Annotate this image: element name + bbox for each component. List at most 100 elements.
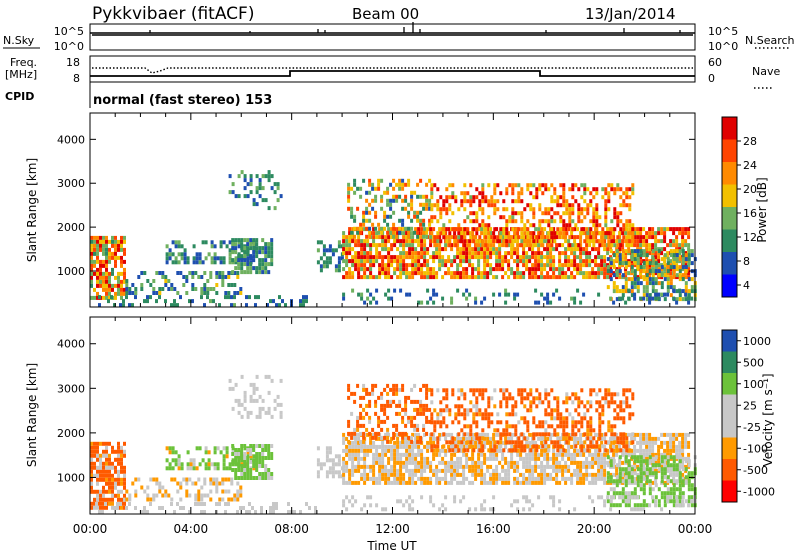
power-heatmap-cell (215, 271, 219, 275)
power-heatmap-cell (561, 267, 565, 272)
velocity-heatmap-cell (191, 481, 195, 486)
power-heatmap-cell (456, 247, 460, 252)
power-heatmap-cell (393, 255, 397, 260)
velocity-heatmap-cell (368, 399, 372, 404)
velocity-heatmap-cell (357, 468, 361, 473)
power-heatmap-cell (639, 243, 643, 248)
power-heatmap-cell (481, 243, 485, 248)
power-heatmap-cell (532, 211, 536, 216)
velocity-heatmap-cell (517, 420, 521, 425)
velocity-heatmap-cell (642, 432, 646, 437)
power-heatmap-cell (210, 256, 214, 261)
velocity-heatmap-cell (260, 506, 263, 510)
power-heatmap-cell (93, 247, 96, 252)
power-heatmap-cell (480, 231, 484, 236)
velocity-heatmap-cell (675, 452, 679, 457)
velocity-heatmap-cell (171, 466, 175, 471)
power-heatmap-cell (123, 235, 126, 240)
power-heatmap-cell (505, 187, 509, 192)
velocity-heatmap-cell (532, 396, 536, 401)
power-heatmap-cell (574, 199, 578, 204)
power-heatmap-cell (513, 271, 517, 276)
power-heatmap-cell (398, 218, 402, 223)
power-heatmap-cell (453, 271, 457, 276)
velocity-heatmap-cell (475, 408, 479, 413)
nsky-spikes (149, 22, 681, 33)
power-heatmap-cell (261, 262, 265, 267)
velocity-heatmap-cell (215, 477, 219, 482)
power-heatmap-cell (429, 255, 433, 260)
power-heatmap-cell (96, 291, 99, 296)
velocity-heatmap-cell (384, 468, 388, 473)
velocity-heatmap-cell (499, 436, 503, 441)
power-heatmap-cell (372, 259, 376, 264)
power-heatmap-cell (618, 275, 622, 280)
velocity-heatmap-cell (471, 444, 475, 449)
velocity-heatmap-cell (603, 468, 607, 473)
velocity-heatmap-cell (519, 472, 523, 477)
power-heatmap-cell (375, 275, 379, 280)
power-heatmap-cell (420, 235, 424, 240)
velocity-heatmap-cell (101, 510, 104, 514)
power-heatmap-cell (666, 289, 670, 294)
power-heatmap-cell (447, 255, 451, 260)
power-heatmap-cell (489, 267, 493, 272)
power-heatmap-cell (345, 235, 349, 240)
velocity-heatmap-cell (345, 452, 349, 457)
velocity-heatmap-cell (102, 497, 105, 502)
power-heatmap-cell (331, 248, 335, 253)
velocity-heatmap-cell (576, 472, 580, 477)
power-heatmap-cell (586, 235, 590, 240)
velocity-heatmap-cell (170, 502, 173, 506)
power-heatmap-cell (580, 195, 584, 200)
power-heatmap-cell (486, 263, 490, 268)
power-heatmap-cell (477, 227, 481, 232)
power-heatmap-cell (191, 299, 194, 304)
velocity-heatmap-cell (672, 436, 676, 441)
power-heatmap-cell (363, 300, 367, 305)
power-heatmap-cell (170, 303, 173, 308)
velocity-heatmap-cell (99, 473, 102, 478)
power-heatmap-cell (348, 243, 352, 248)
power-heatmap-cell (267, 250, 271, 255)
velocity-heatmap-cell (534, 480, 538, 485)
velocity-heatmap-cell (342, 460, 346, 465)
velocity-heatmap-cell (633, 468, 637, 473)
velocity-heatmap-cell (396, 440, 400, 445)
velocity-heatmap-cell (675, 472, 679, 477)
power-heatmap-cell (255, 250, 259, 255)
velocity-heatmap-cell (444, 436, 448, 441)
velocity-heatmap-cell (428, 407, 432, 412)
power-heatmap-cell (380, 194, 384, 199)
velocity-heatmap-cell (510, 464, 514, 469)
power-heatmap-cell (252, 198, 256, 203)
power-heatmap-cell (654, 235, 658, 240)
velocity-heatmap-cell (438, 436, 442, 441)
velocity-heatmap-cell (231, 452, 235, 456)
power-heatmap-cell (416, 230, 420, 235)
power-heatmap-cell (356, 206, 360, 211)
power-heatmap-cell (526, 219, 530, 224)
velocity-heatmap-cell (576, 440, 580, 445)
velocity-heatmap-cell (143, 506, 146, 510)
velocity-heatmap-cell (90, 453, 93, 458)
velocity-heatmap-cell (105, 481, 108, 486)
velocity-heatmap-cell (342, 448, 346, 453)
power-heatmap-cell (487, 199, 491, 204)
velocity-heatmap-cell (365, 427, 369, 432)
velocity-heatmap-cell (140, 485, 144, 490)
power-heatmap-cell (517, 211, 521, 216)
power-heatmap-cell (562, 227, 566, 232)
velocity-heatmap-cell (428, 387, 432, 392)
velocity-heatmap-cell (588, 464, 592, 469)
velocity-heatmap-cell (657, 448, 661, 453)
velocity-heatmap-cell (117, 449, 120, 454)
power-heatmap-cell (516, 239, 520, 244)
velocity-heatmap-cell (248, 502, 251, 506)
velocity-heatmap-cell (393, 452, 397, 457)
power-heatmap-cell (478, 203, 482, 208)
velocity-heatmap-cell (540, 464, 544, 469)
power-heatmap-cell (425, 202, 429, 207)
velocity-heatmap-cell (105, 505, 108, 510)
power-heatmap-cell (114, 239, 117, 244)
